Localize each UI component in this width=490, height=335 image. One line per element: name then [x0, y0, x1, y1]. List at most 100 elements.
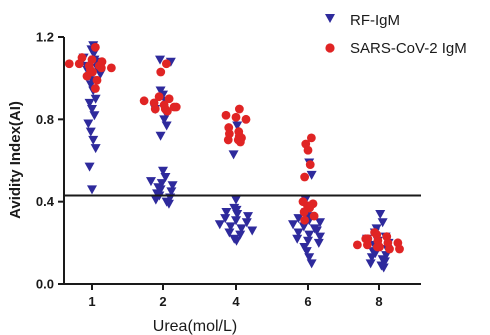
- rf-igm-point: [221, 207, 232, 217]
- rf-igm-point: [298, 222, 309, 232]
- sars-igm-point: [395, 244, 404, 254]
- legend: RF-IgM SARS-CoV-2 IgM: [325, 12, 467, 57]
- legend-label-sars-igm: SARS-CoV-2 IgM: [350, 40, 467, 57]
- sars-igm-point: [82, 71, 92, 81]
- sars-igm-point: [362, 240, 372, 250]
- y-tick-label: 1.2: [36, 30, 54, 45]
- rf-igm-point: [304, 253, 315, 263]
- x-tick-label: 1: [88, 294, 95, 309]
- rf-igm-point: [84, 162, 95, 172]
- rf-igm-point: [304, 230, 315, 240]
- rf-igm-point: [90, 94, 101, 104]
- sars-igm-point: [161, 59, 171, 69]
- rf-igm-point: [235, 230, 246, 240]
- rf-igm-point: [293, 228, 304, 238]
- sars-igm-point: [154, 92, 164, 102]
- sars-igm-point: [162, 106, 172, 116]
- legend-label-rf-igm: RF-IgM: [350, 12, 400, 29]
- rf-igm-point: [293, 214, 304, 224]
- sars-igm-point: [306, 133, 316, 143]
- sars-igm-point: [305, 160, 315, 170]
- rf-igm-point: [378, 263, 389, 273]
- rf-igm-point: [88, 49, 99, 59]
- rf-igm-point: [150, 195, 161, 205]
- rf-igm-point: [303, 236, 313, 246]
- x-axis-title: Urea(mol/L): [153, 318, 237, 335]
- sars-igm-point: [385, 244, 394, 254]
- rf-igm-point: [231, 236, 242, 246]
- rf-igm-point: [243, 212, 254, 222]
- sars-igm-point: [300, 172, 310, 182]
- rf-igm-point: [161, 121, 172, 131]
- x-ticks: 1 2 4 6 8: [88, 284, 383, 309]
- rf-igm-point: [163, 199, 174, 209]
- rf-igm-point: [214, 220, 225, 230]
- rf-igm-points: [78, 41, 394, 273]
- sars-igm-point: [309, 211, 319, 221]
- rf-igm-point: [315, 218, 326, 228]
- rf-igm-point: [232, 121, 243, 131]
- y-tick-label: 0.4: [36, 194, 55, 209]
- rf-igm-point: [232, 210, 243, 220]
- sars-igm-points: [64, 42, 404, 254]
- rf-igm-point: [288, 220, 299, 230]
- y-tick-label: 0.8: [36, 112, 54, 127]
- rf-igm-point: [306, 259, 317, 269]
- y-ticks: 0.0 0.4 0.8 1.2: [36, 30, 64, 292]
- rf-igm-point: [224, 228, 235, 238]
- legend-marker-rf-igm: [325, 14, 335, 23]
- sars-igm-point: [106, 63, 116, 73]
- sars-igm-point: [299, 207, 309, 217]
- rf-igm-point: [301, 247, 312, 257]
- rf-igm-point: [377, 218, 388, 228]
- rf-igm-point: [375, 210, 386, 220]
- rf-igm-point: [90, 144, 101, 154]
- rf-igm-point: [159, 115, 170, 125]
- rf-igm-point: [145, 177, 156, 187]
- rf-igm-point: [247, 226, 258, 236]
- legend-marker-sars-igm: [325, 43, 335, 53]
- sars-igm-point: [231, 112, 241, 122]
- rf-igm-point: [292, 234, 303, 244]
- rf-igm-point: [366, 253, 377, 263]
- sars-igm-point: [90, 84, 100, 93]
- rf-igm-point: [315, 232, 326, 242]
- sars-igm-point: [223, 135, 233, 145]
- sars-igm-point: [300, 215, 310, 225]
- rf-igm-point: [83, 119, 94, 129]
- rf-igm-point: [87, 185, 97, 195]
- legend-item-rf-igm: RF-IgM: [325, 12, 400, 29]
- sars-igm-point: [64, 59, 74, 69]
- rf-igm-point: [228, 150, 239, 160]
- x-tick-label: 6: [304, 294, 311, 309]
- x-tick-label: 2: [159, 294, 166, 309]
- rf-igm-point: [225, 222, 236, 232]
- sars-igm-point: [150, 104, 160, 114]
- rf-igm-point: [220, 214, 231, 224]
- rf-igm-point: [231, 195, 241, 205]
- rf-igm-point: [88, 135, 99, 145]
- legend-item-sars-igm: SARS-CoV-2 IgM: [325, 40, 467, 57]
- rf-igm-point: [365, 259, 376, 269]
- rf-igm-point: [155, 55, 166, 65]
- rf-igm-point: [155, 131, 166, 141]
- sars-igm-point: [74, 59, 84, 69]
- y-tick-label: 0.0: [36, 277, 54, 292]
- sars-igm-point: [352, 240, 362, 250]
- sars-igm-point: [241, 114, 251, 124]
- sars-igm-point: [375, 242, 384, 252]
- sars-igm-point: [90, 42, 100, 52]
- rf-igm-point: [84, 98, 95, 108]
- rf-igm-point: [95, 70, 106, 80]
- rf-igm-point: [241, 218, 252, 228]
- rf-igm-point: [313, 238, 324, 248]
- sars-igm-point: [156, 67, 166, 77]
- y-axis-title: Avidity Index(AI): [7, 101, 24, 219]
- sars-igm-point: [164, 94, 174, 104]
- sars-igm-point: [96, 63, 106, 73]
- rf-igm-point: [158, 166, 168, 176]
- rf-igm-point: [89, 111, 100, 121]
- rf-igm-point: [236, 224, 247, 234]
- rf-igm-point: [166, 187, 177, 197]
